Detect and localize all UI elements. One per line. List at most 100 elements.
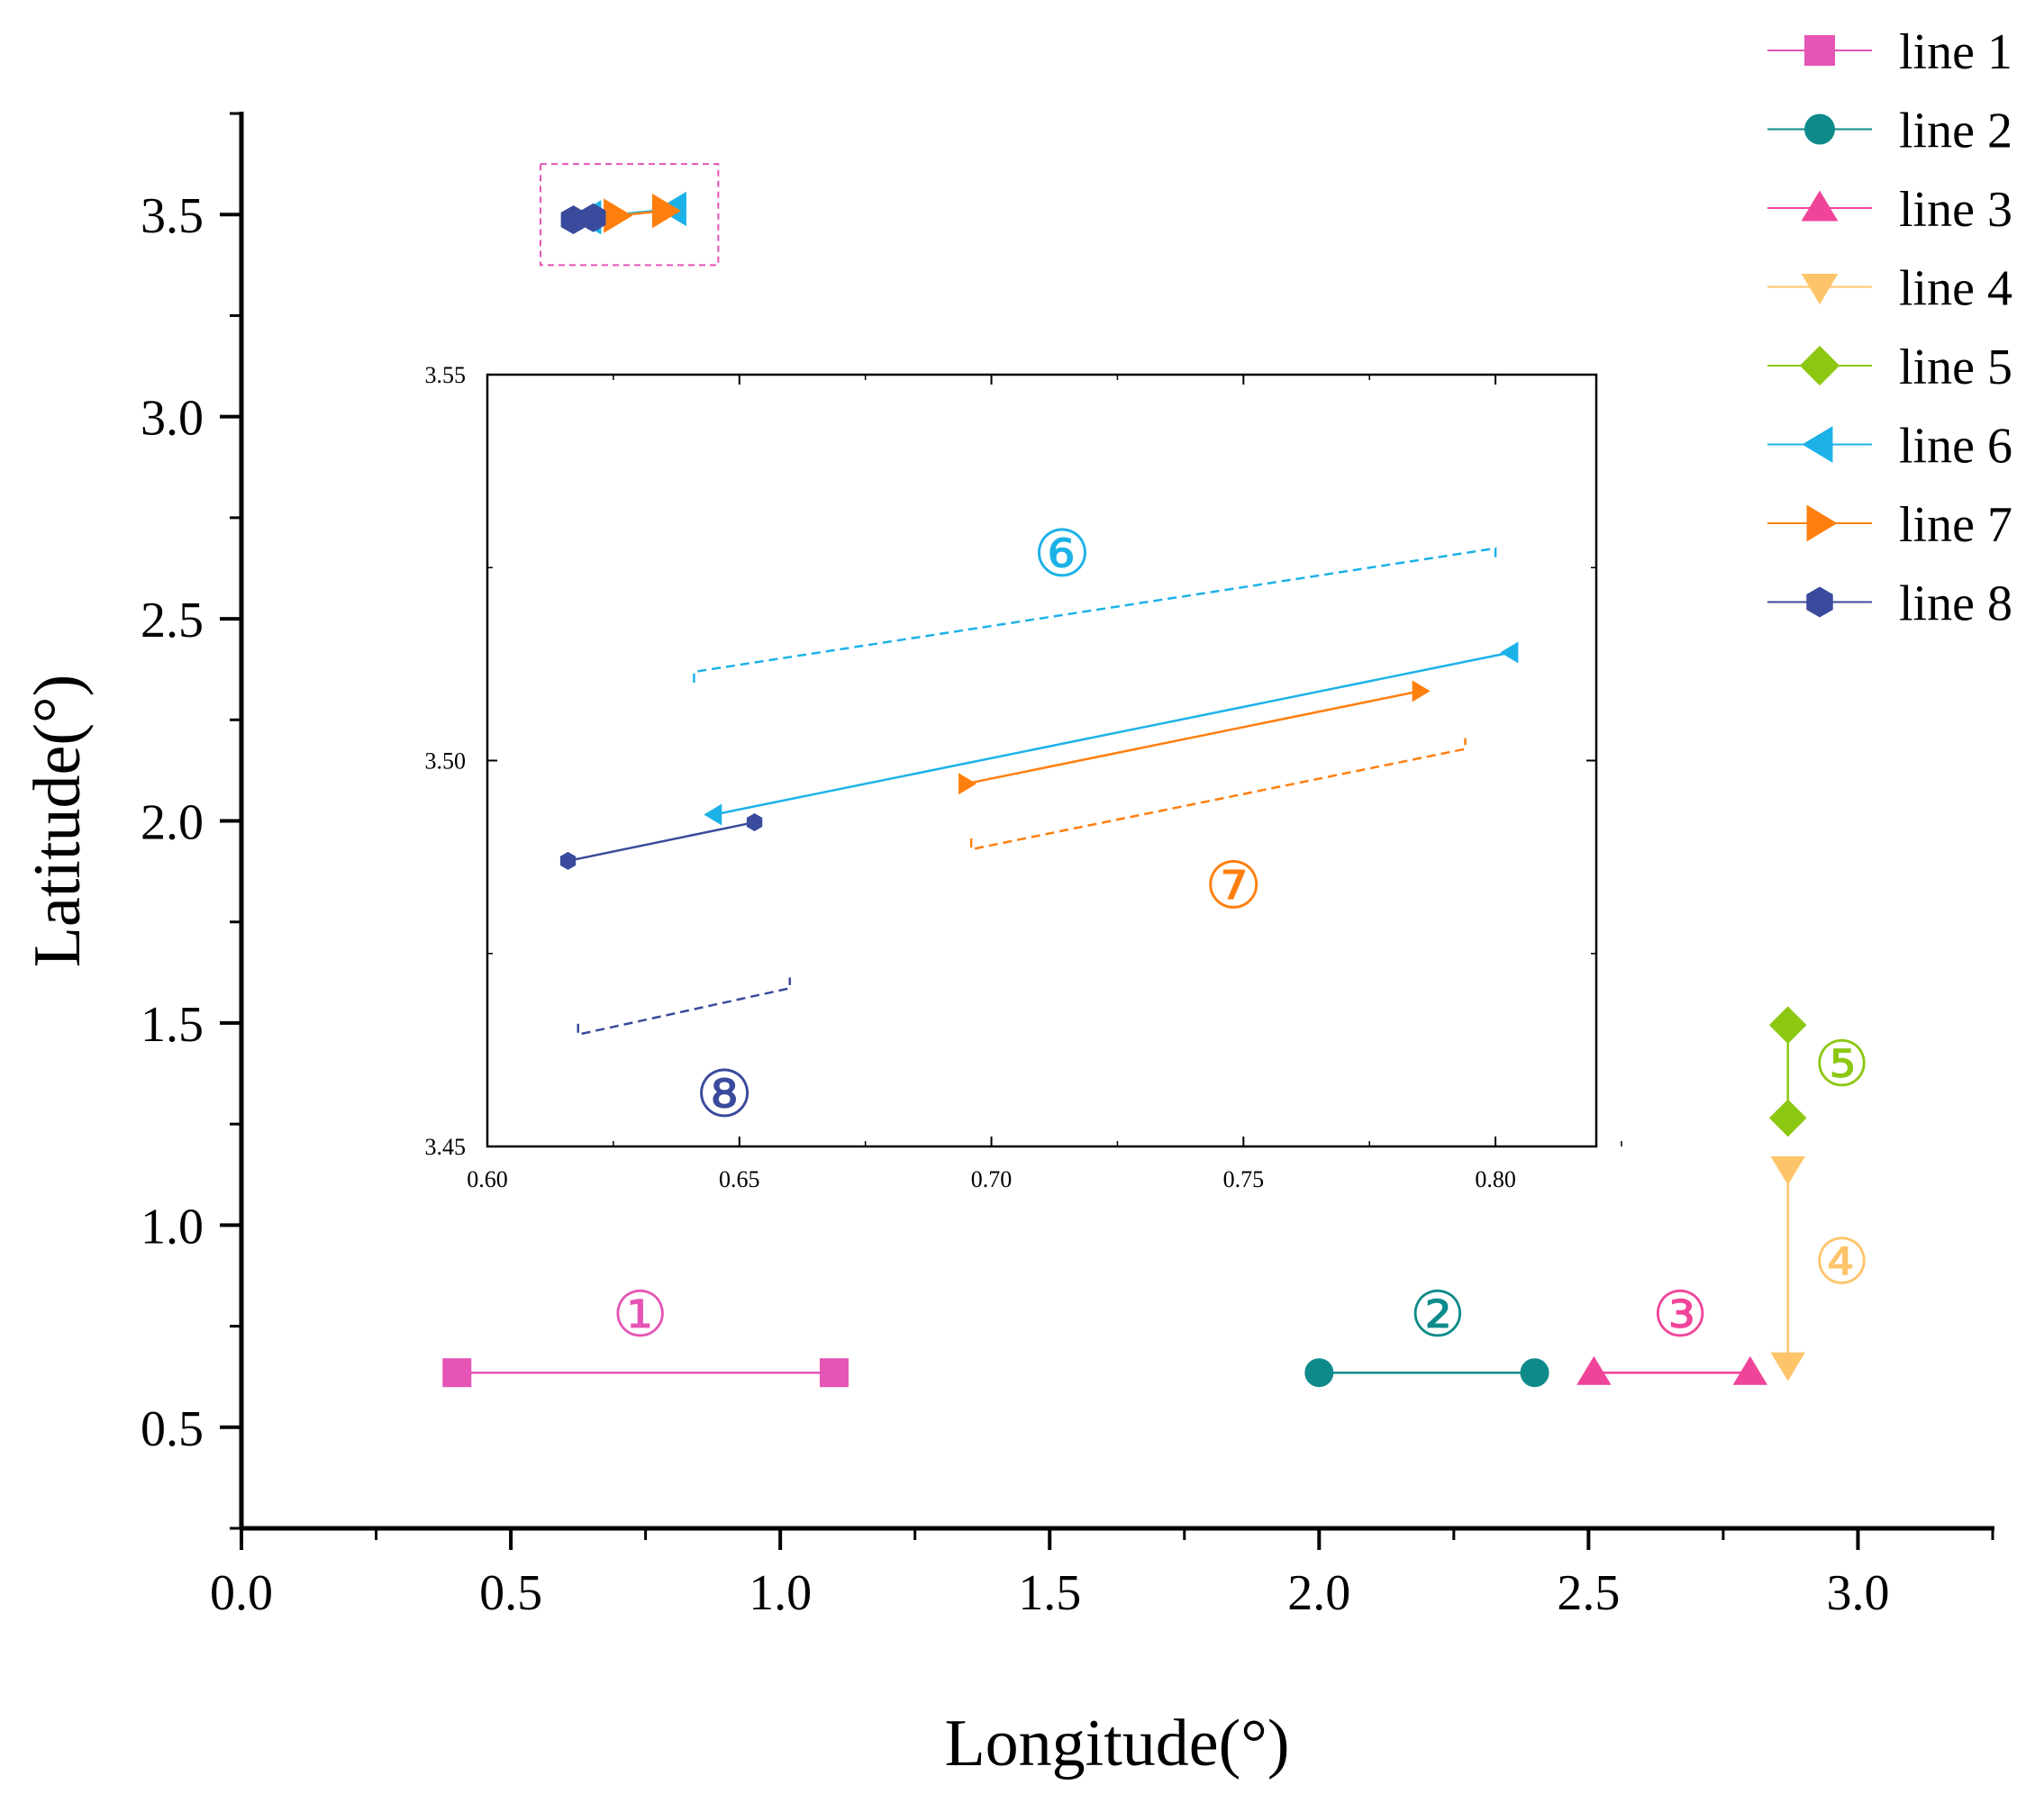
legend-entry: line 1: [1767, 24, 2012, 80]
data-point: [1768, 1006, 1807, 1044]
inset-series-line-7: [958, 680, 1431, 795]
data-point: [1520, 1358, 1549, 1388]
inset-y-tick-label: 3.45: [425, 1134, 467, 1160]
data-point: [1576, 1355, 1612, 1385]
inset-bracket-line-7: ⑦: [969, 738, 1467, 923]
inset-y-tick-label: 3.55: [425, 362, 467, 388]
legend-marker: [1802, 426, 1833, 463]
y-tick-label: 0.5: [141, 1401, 204, 1457]
x-tick-label: 3.0: [1826, 1565, 1889, 1621]
data-point: [442, 1358, 472, 1388]
inset-data-point: [746, 813, 763, 832]
legend-marker: [1806, 504, 1838, 542]
bracket-line: [969, 738, 1467, 851]
inset-series-line: [568, 820, 755, 863]
inset-x-tick-label: 0.60: [467, 1166, 508, 1192]
y-tick-label: 2.5: [141, 593, 204, 648]
data-point: [1304, 1358, 1334, 1388]
legend-marker: [1806, 586, 1833, 618]
data-point: [580, 203, 606, 232]
series-line-8: [560, 203, 606, 235]
inset-plot: 0.60 0.65 0.70 0.75 0.80 3.45 3.50 3.55 ⑥ ⑦ ⑧: [425, 362, 1622, 1192]
inset-frame: [486, 373, 1598, 1148]
legend-label: line 6: [1899, 419, 2012, 475]
inset-bracket-line-6: ⑥: [693, 515, 1497, 683]
series-line-3: ③: [1576, 1278, 1768, 1385]
zoom-region-box: [539, 163, 720, 267]
series-line-4: ④: [1770, 1155, 1870, 1382]
inset-data-point: [559, 851, 577, 870]
legend-label: line 3: [1899, 182, 2012, 238]
y-axis-label: Latitude(°): [21, 675, 95, 967]
data-point: [560, 205, 586, 235]
x-tick-label: 2.0: [1287, 1565, 1350, 1621]
y-tick-label: 1.0: [141, 1199, 204, 1255]
inset-data-point: [1500, 641, 1519, 664]
legend-entry: line 2: [1767, 104, 2012, 159]
data-point: [1770, 1352, 1805, 1382]
series-tag: ④: [1813, 1225, 1870, 1299]
legend-label: line 8: [1899, 576, 2012, 632]
data-point: [1770, 1155, 1805, 1185]
legend-marker: [1799, 345, 1840, 386]
inset-y-tick-label: 3.50: [425, 748, 467, 775]
legend-label: line 4: [1899, 261, 2012, 317]
x-tick-label: 2.5: [1557, 1565, 1620, 1621]
inset-series-line: [713, 651, 1512, 816]
legend-entry: line 4: [1767, 261, 2012, 317]
legend-marker: [1804, 113, 1835, 145]
x-axis-label: Longitude(°): [944, 1707, 1289, 1780]
y-tick-label: 3.0: [141, 391, 204, 447]
legend-marker: [1801, 190, 1839, 222]
inset-bracket-line-8: ⑧: [577, 977, 791, 1131]
x-tick-label: 0.5: [479, 1565, 542, 1621]
y-tick-label: 2.0: [141, 795, 204, 851]
inset-series-line-6: [704, 641, 1519, 826]
inset-series-line: [966, 690, 1421, 785]
x-tick-label: 1.5: [1018, 1565, 1081, 1621]
bracket-line: [693, 547, 1497, 683]
legend-entry: line 6: [1767, 419, 2012, 475]
legend-label: line 2: [1899, 104, 2012, 159]
inset-data-point: [1412, 680, 1431, 702]
legend: line 1 line 2 line 3 line 4 line 5 line 6 line…: [1767, 24, 2012, 632]
bracket-tag: ⑦: [1204, 847, 1263, 923]
data-point: [604, 198, 633, 233]
legend-entry: line 5: [1767, 340, 2012, 395]
main-plot: 0.0 0.5 1.0 1.5 2.0 2.5 3.0 0.5 1.0 1.5 2.0 2.5 3.0 3…: [21, 112, 1994, 1780]
bracket-line: [577, 977, 791, 1037]
legend-marker: [1804, 35, 1835, 66]
legend-entry: line 3: [1767, 182, 2012, 238]
inset-x-tick-label: 0.75: [1223, 1166, 1265, 1192]
data-point: [1732, 1355, 1768, 1385]
legend-marker: [1801, 274, 1839, 305]
legend-label: line 1: [1899, 24, 2012, 80]
inset-data-point: [704, 803, 722, 826]
data-point: [651, 193, 681, 229]
data-point: [1768, 1099, 1807, 1137]
x-tick-label: 0.0: [210, 1565, 273, 1621]
y-tick-label: 1.5: [141, 997, 204, 1053]
series-line-5: ⑤: [1768, 1006, 1870, 1137]
series-tag: ⑤: [1813, 1027, 1870, 1101]
series-tag: ②: [1410, 1278, 1467, 1352]
legend-entry: line 7: [1767, 497, 2012, 553]
series-line-7: [604, 193, 681, 233]
series-tag: ①: [612, 1278, 668, 1352]
inset-x-tick-label: 0.70: [971, 1166, 1013, 1192]
legend-label: line 5: [1899, 340, 2012, 395]
series-line-1: ①: [442, 1278, 849, 1388]
legend-entry: line 8: [1767, 576, 2012, 632]
y-tick-label: 3.5: [141, 188, 204, 244]
inset-series-line-8: [559, 813, 763, 870]
bracket-tag: ⑧: [695, 1056, 754, 1131]
inset-data-point: [958, 773, 977, 795]
x-tick-label: 1.0: [749, 1565, 812, 1621]
series-tag: ③: [1652, 1278, 1709, 1352]
bracket-tag: ⑥: [1033, 515, 1092, 591]
series-line-2: ②: [1304, 1278, 1549, 1388]
legend-label: line 7: [1899, 497, 2012, 553]
data-point: [819, 1358, 849, 1388]
inset-x-tick-label: 0.80: [1475, 1166, 1516, 1192]
